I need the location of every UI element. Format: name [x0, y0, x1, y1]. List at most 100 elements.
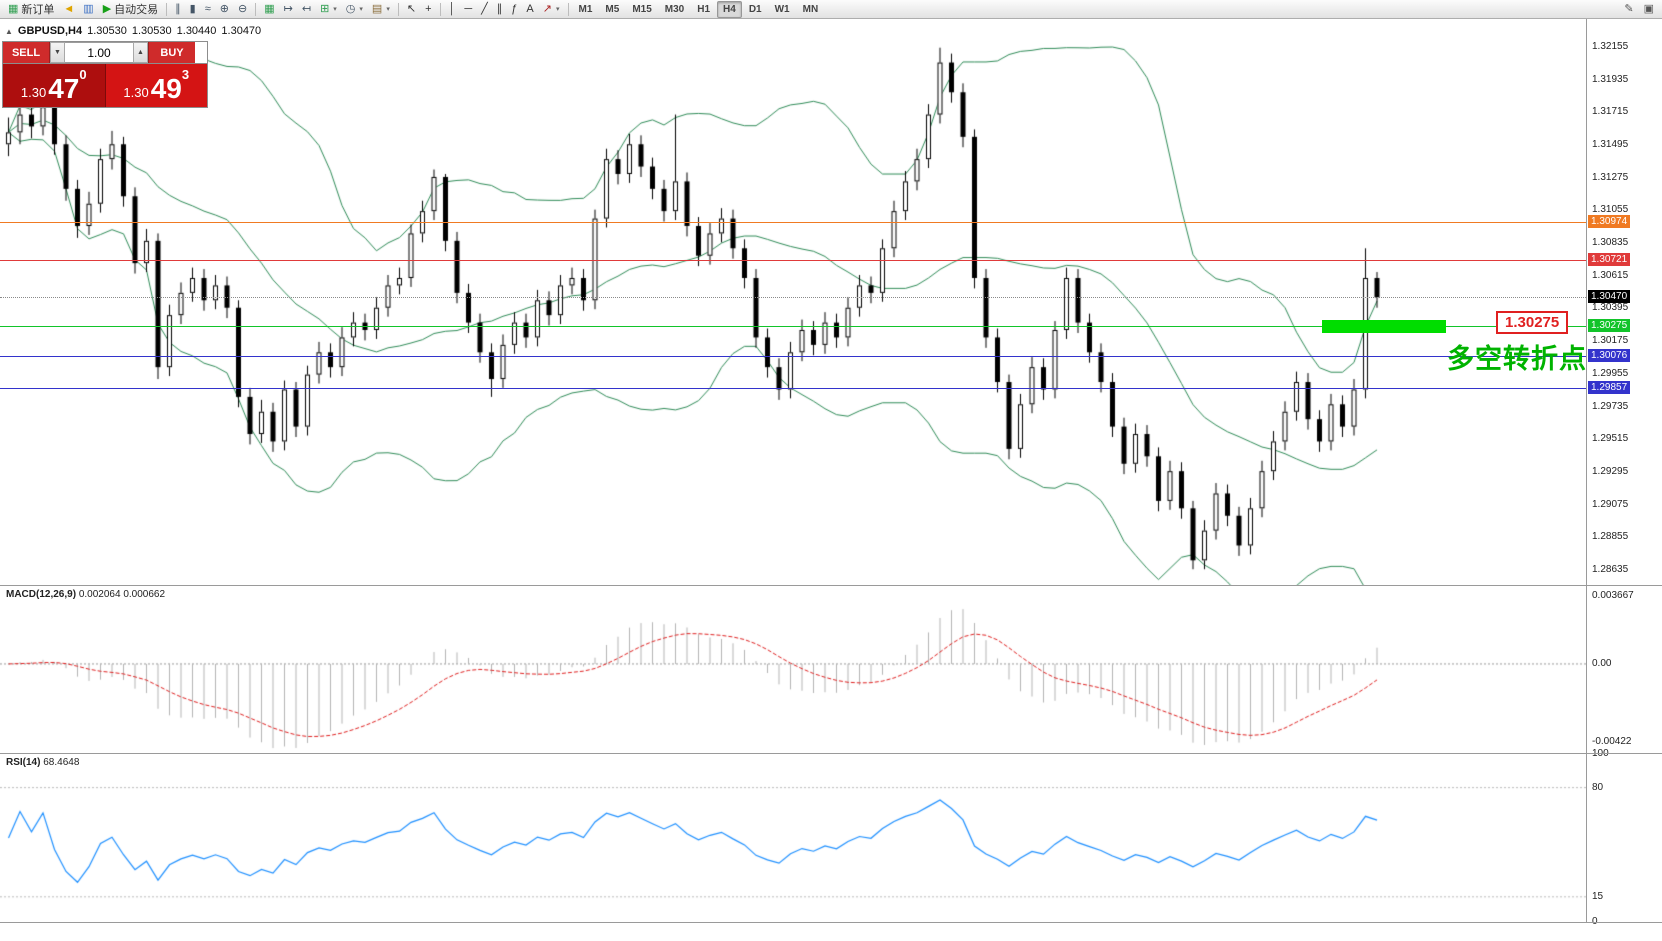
- bar-chart-icon[interactable]: ∥: [171, 1, 185, 17]
- panel-collapse-icon[interactable]: ▲: [5, 26, 13, 36]
- vertical-line-icon[interactable]: │: [445, 1, 460, 17]
- timeframe-mn-button[interactable]: MN: [802, 3, 819, 15]
- price-scale-label: 1.29295: [1592, 465, 1629, 477]
- rsi-canvas[interactable]: [0, 754, 1586, 922]
- cursor-icon[interactable]: ↖: [403, 1, 420, 17]
- timeframe-m1-button[interactable]: M1: [578, 3, 593, 15]
- horizontal-line-icon[interactable]: ─: [460, 1, 476, 17]
- new-chart-icon[interactable]: ▥: [79, 1, 97, 17]
- price-scale-label: 1.31935: [1592, 73, 1629, 85]
- window-layout-icon[interactable]: ▣: [1640, 1, 1658, 17]
- hline-price-badge: 1.30721: [1588, 253, 1631, 267]
- one-click-trading-panel: SELL ▼ ▲ BUY 1.30 47 0 1.30 49 3: [2, 41, 208, 108]
- hline-price-badge: 1.29857: [1588, 381, 1631, 395]
- new-order-button-label: 新订单: [21, 4, 55, 16]
- bar-chart-icon: ∥: [175, 3, 181, 15]
- macd-scale-label: 0.003667: [1592, 589, 1634, 601]
- timeframe-h1-button[interactable]: H1: [697, 3, 711, 15]
- pane-separator[interactable]: [0, 753, 1662, 754]
- timeframe-h4-button[interactable]: H4: [717, 0, 742, 18]
- candlestick-chart-icon[interactable]: ▮: [186, 1, 200, 17]
- price-scale-label: 1.29515: [1592, 433, 1629, 445]
- horizontal-line-object[interactable]: [0, 388, 1586, 389]
- symbol-label: GBPUSD,H4: [17, 25, 83, 37]
- trendline-icon[interactable]: ╱: [477, 1, 492, 17]
- timeframe-w1-button[interactable]: W1: [774, 3, 790, 15]
- volume-decrease-button[interactable]: ▼: [50, 42, 65, 63]
- rsi-scale-label: 80: [1592, 781, 1604, 793]
- toolbar-right-group: ✎ ▣: [1620, 1, 1658, 17]
- cursor-icon: ↖: [406, 3, 417, 15]
- timeframe-m5-button[interactable]: M5: [605, 3, 620, 15]
- horizontal-line-object[interactable]: [0, 260, 1586, 261]
- fibonacci-icon[interactable]: ƒ: [507, 1, 521, 17]
- zoom-out-icon[interactable]: ⊖: [234, 1, 251, 17]
- auto-trading-button[interactable]: ▶ 自动交易: [99, 1, 162, 17]
- price-scale-label: 1.28635: [1592, 563, 1629, 575]
- candlestick-chart-icon: ▮: [189, 3, 196, 15]
- zoom-in-icon[interactable]: ⊕: [216, 1, 233, 17]
- trendline-icon: ╱: [481, 3, 488, 15]
- line-chart-icon[interactable]: ≈: [201, 1, 215, 17]
- tile-windows-icon[interactable]: ▦: [260, 1, 278, 17]
- toolbar-separator: [567, 2, 569, 16]
- sell-button[interactable]: SELL: [3, 42, 50, 63]
- price-scale-label: 1.31715: [1592, 106, 1629, 118]
- buy-button[interactable]: BUY: [148, 42, 195, 63]
- price-scale-label: 1.28855: [1592, 531, 1629, 543]
- volume-input[interactable]: [65, 42, 133, 63]
- alert-horn-icon[interactable]: ◄: [59, 1, 78, 17]
- price-scale-label: 1.30395: [1592, 302, 1629, 314]
- price-scale-label: 1.29955: [1592, 367, 1629, 379]
- volume-increase-button[interactable]: ▲: [133, 42, 148, 63]
- macd-scale-label: 0.00: [1592, 657, 1612, 669]
- text-label-icon: A: [526, 3, 534, 15]
- main-chart-canvas[interactable]: [0, 19, 1586, 586]
- pane-separator[interactable]: [0, 922, 1662, 923]
- horizontal-line-object[interactable]: [0, 222, 1586, 223]
- sell-price-display[interactable]: 1.30 47 0: [3, 64, 106, 107]
- crosshair-icon[interactable]: +: [421, 1, 435, 17]
- crosshair-icon: +: [425, 3, 432, 15]
- macd-canvas[interactable]: [0, 586, 1586, 753]
- buy-price-base: 1.30: [123, 85, 149, 100]
- periods-icon[interactable]: ◷ ▾: [342, 1, 367, 17]
- annotation-text[interactable]: 多空转折点: [1447, 344, 1587, 374]
- chevron-down-icon: ▾: [333, 6, 337, 13]
- sell-price-point: 0: [79, 67, 87, 82]
- templates-icon[interactable]: ▤ ▾: [368, 1, 394, 17]
- channel-icon[interactable]: ∥: [493, 1, 507, 17]
- horizontal-line-object[interactable]: [0, 356, 1586, 357]
- timeframe-m30-button[interactable]: M30: [664, 3, 685, 15]
- timeframe-m15-button[interactable]: M15: [632, 3, 652, 15]
- open-value: 1.30530: [87, 25, 127, 37]
- arrow-object-icon[interactable]: ↗ ▾: [539, 1, 564, 17]
- new-order-button[interactable]: ▦ 新订单: [4, 1, 58, 17]
- draw-panel-icon[interactable]: ✎: [1620, 1, 1637, 17]
- toolbar-separator: [166, 2, 168, 16]
- timeframe-d1-button[interactable]: D1: [748, 3, 762, 15]
- price-scale-label: 1.31495: [1592, 139, 1629, 150]
- buy-price-point: 3: [181, 67, 190, 82]
- toolbar-separator: [439, 2, 441, 16]
- highlight-zone[interactable]: [1322, 320, 1446, 333]
- chevron-down-icon: ▾: [555, 6, 560, 13]
- high-value: 1.30530: [131, 25, 172, 37]
- chart-shift-icon[interactable]: ↤: [298, 1, 315, 17]
- text-label-icon[interactable]: A: [522, 1, 537, 17]
- indicators-icon[interactable]: ⊞ ▾: [316, 1, 341, 17]
- templates-icon: ▤: [371, 3, 383, 15]
- periods-icon: ◷: [345, 3, 356, 15]
- price-scale-label: 1.31055: [1592, 204, 1629, 216]
- close-value: 1.30470: [221, 25, 262, 37]
- auto-trading-play-icon: ▶: [102, 3, 112, 15]
- price-callout-label[interactable]: 1.30275: [1496, 311, 1569, 334]
- horizontal-line-object[interactable]: [0, 326, 1586, 327]
- line-chart-icon: ≈: [204, 3, 211, 15]
- pane-separator[interactable]: [0, 585, 1662, 586]
- time-axis[interactable]: 3 Jan 20207 Jan 12:008 Jan 20:0010 Jan 0…: [0, 923, 1662, 941]
- buy-price-display[interactable]: 1.30 49 3: [105, 64, 207, 107]
- auto-scroll-icon[interactable]: ↦: [280, 1, 297, 17]
- alert-horn-icon: ◄: [63, 3, 75, 15]
